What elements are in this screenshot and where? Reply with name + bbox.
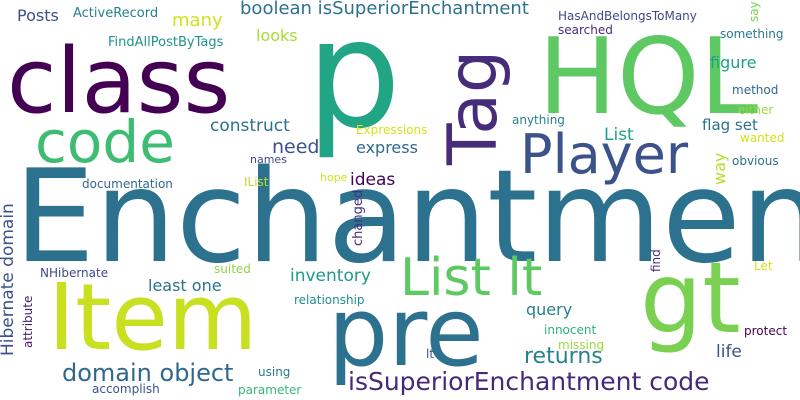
word-say: say — [747, 1, 761, 22]
word-need: need — [272, 136, 320, 158]
word-hope: hope — [320, 171, 348, 184]
word-player: Player — [520, 123, 689, 186]
word-lt: lt — [426, 347, 435, 361]
word-missing: missing — [558, 338, 605, 352]
word-anything: anything — [512, 113, 565, 127]
word-class: class — [7, 29, 231, 134]
word-code: code — [35, 108, 175, 176]
word-find: find — [649, 249, 663, 272]
word-hibernate-domain: Hibernate domain — [0, 203, 18, 356]
word-protect: protect — [744, 324, 788, 338]
word-issuperior-code: isSuperiorEnchantment code — [348, 367, 710, 396]
word-wanted: wanted — [740, 131, 785, 145]
word-least-one: least one — [148, 276, 222, 295]
word-let: Let — [754, 259, 773, 273]
word-inventory: inventory — [290, 266, 371, 286]
word-posts: Posts — [17, 6, 59, 25]
word-tag: Tag — [434, 49, 513, 165]
word-express: express — [356, 138, 418, 157]
word-ideas: ideas — [350, 170, 396, 190]
word-activerecord: ActiveRecord — [73, 6, 159, 21]
word-searched: searched — [558, 23, 613, 37]
word-gt: gt — [640, 242, 741, 356]
word-documentation: documentation — [82, 177, 173, 191]
word-life: life — [716, 342, 742, 362]
word-nhibernate: NHibernate — [40, 266, 109, 280]
word-parameter: parameter — [238, 383, 302, 397]
word-enchantment: Enchantment — [14, 143, 800, 292]
word-attribute: attribute — [21, 295, 35, 348]
word-suited: suited — [214, 262, 251, 276]
word-p: p — [306, 0, 402, 162]
word-boolean-issuperior: boolean isSuperiorEnchantment — [240, 0, 529, 19]
word-returns: returns — [524, 344, 603, 369]
word-looks: looks — [256, 26, 298, 45]
word-using: using — [258, 365, 291, 379]
word-changed: changed — [351, 189, 366, 246]
word-way: way — [710, 152, 729, 185]
word-obvious: obvious — [732, 154, 779, 168]
word-figure: figure — [710, 53, 757, 72]
word-list: List — [604, 125, 634, 145]
word-findallpostbytags: FindAllPostByTags — [108, 35, 224, 50]
word-item: Item — [48, 264, 258, 371]
word-flag-set: flag set — [702, 116, 758, 134]
word-domain-object: domain object — [62, 359, 234, 387]
word-innocent: innocent — [544, 323, 597, 337]
word-ilist: IList — [244, 175, 269, 189]
word-relationship: relationship — [294, 293, 365, 307]
word-hql: HQL — [538, 16, 759, 138]
word-either: either — [738, 103, 774, 117]
word-hasandbelongstomany: HasAndBelongsToMany — [558, 9, 697, 23]
word-accomplish: accomplish — [92, 382, 160, 396]
word-many: many — [172, 10, 223, 31]
word-construct: construct — [210, 116, 290, 136]
word-query: query — [526, 300, 573, 319]
word-names: names — [250, 153, 287, 166]
word-expressions: Expressions — [356, 123, 428, 137]
word-method: method — [732, 83, 779, 97]
word-list-lt: List lt — [400, 248, 543, 308]
word-pre: pre — [328, 278, 484, 388]
word-something: something — [720, 27, 784, 41]
